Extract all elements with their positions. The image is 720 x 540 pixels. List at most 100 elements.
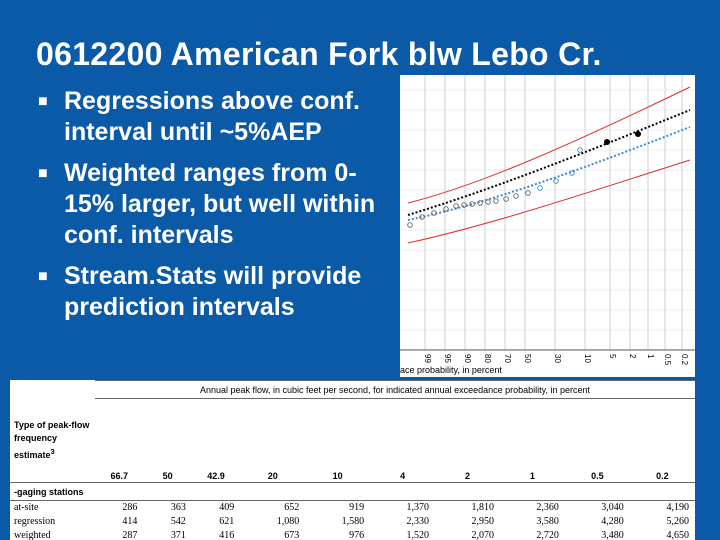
table-row: weighted 287 371 416 673 976 1,520 2,070…	[10, 529, 695, 540]
table-cell: 414	[122, 516, 138, 527]
prob-header: 4	[400, 471, 406, 481]
table-cell: 286	[122, 502, 138, 514]
x-tick-label: 30	[553, 354, 562, 363]
table-row: at-site 286 363 409 652 919 1,370 1,810 …	[10, 501, 695, 515]
x-tick-label: 2	[628, 354, 637, 359]
historic-point	[604, 139, 610, 145]
prob-header: 50	[162, 471, 173, 481]
bullet-text: Stream.Stats will provide prediction int…	[64, 262, 362, 321]
observed-point	[485, 199, 491, 205]
prob-header: 10	[332, 471, 343, 481]
table-cell: 673	[284, 530, 300, 540]
observed-point	[469, 201, 475, 207]
row-label: regression	[14, 516, 56, 527]
prob-header: 66.7	[110, 471, 128, 481]
x-tick-label: 5	[608, 354, 617, 359]
square-bullet-icon: ■	[38, 93, 48, 110]
table-cell: 621	[219, 516, 235, 527]
x-tick-label: 90	[463, 354, 472, 363]
table-cell: 2,720	[536, 530, 559, 540]
table-cell: 2,950	[471, 516, 494, 527]
prob-header: 2	[464, 471, 470, 481]
frequency-chart-svg: 99 95 90 80 70 50 30 10 5 2 1 0.5 0.2 ace probabilit…	[400, 75, 695, 375]
prob-header: 20	[267, 471, 278, 481]
x-tick-label: 95	[443, 354, 452, 363]
frequency-chart: 99 95 90 80 70 50 30 10 5 2 1 0.5 0.2 ace probabilit…	[400, 75, 695, 377]
bullet-list: ■ Regressions above conf. interval until …	[38, 86, 398, 333]
table-cell: 363	[170, 502, 186, 514]
observed-point	[577, 147, 583, 153]
regression-line	[407, 109, 691, 216]
table-cell: 5,260	[666, 516, 690, 527]
x-tick-label: 1	[646, 354, 655, 359]
table-cell: 2,330	[406, 516, 430, 527]
row-label: weighted	[14, 530, 51, 540]
table-cell: 3,040	[601, 502, 624, 514]
table-cell: 1,810	[471, 502, 494, 514]
table-row: regression 414 542 621 1,080 1,580 2,330…	[10, 515, 695, 529]
prob-header: 0.2	[656, 471, 669, 481]
table-cell: 4,280	[601, 516, 624, 527]
row-label: at-site	[14, 502, 39, 514]
bullet-item: ■ Weighted ranges from 0-15% larger, but …	[38, 158, 398, 251]
observed-point	[407, 222, 413, 228]
prob-header: 0.5	[591, 471, 604, 481]
square-bullet-icon: ■	[38, 268, 48, 285]
table-cell: 652	[284, 502, 300, 514]
section-label: -gaging stations	[10, 482, 695, 501]
observed-point	[443, 206, 449, 212]
type-footnote: 3	[50, 446, 55, 456]
x-tick-label: 0.2	[680, 354, 689, 366]
prob-header: 42.9	[207, 471, 225, 481]
upper-confidence-line	[407, 86, 691, 204]
table-cell: 3,480	[601, 530, 624, 540]
x-axis-label: ace probability, in percent	[400, 365, 502, 375]
observed-point	[493, 198, 499, 204]
table-cell: 976	[349, 530, 365, 540]
table-cell: 371	[170, 530, 186, 540]
historic-point	[635, 131, 641, 137]
table-cell: 1,370	[406, 502, 430, 514]
x-tick-label: 0.5	[663, 354, 672, 366]
weighted-line	[407, 126, 691, 221]
table-cell: 3,580	[536, 516, 559, 527]
table-caption: Annual peak flow, in cubic feet per seco…	[95, 380, 695, 399]
table-cell: 1,080	[276, 516, 300, 527]
table-cell: 2,360	[536, 502, 559, 514]
bullet-item: ■ Stream.Stats will provide prediction in…	[38, 261, 398, 323]
table-cell: 2,070	[471, 530, 494, 540]
observed-point	[537, 185, 543, 191]
table-cell: 287	[122, 530, 138, 540]
observed-point	[453, 203, 459, 209]
observed-point	[553, 178, 559, 184]
table-cell: 4,650	[666, 530, 690, 540]
observed-point	[431, 210, 437, 216]
observed-point	[477, 200, 483, 206]
bullet-text: Weighted ranges from 0-15% larger, but w…	[64, 159, 376, 249]
lower-confidence-line	[407, 159, 691, 244]
table-cell: 409	[219, 502, 235, 514]
observed-point	[461, 202, 467, 208]
table-cell: 416	[219, 530, 235, 540]
observed-point	[569, 170, 575, 176]
observed-point	[503, 196, 509, 202]
x-tick-label: 99	[423, 354, 432, 363]
slide-title: 0612200 American Fork blw Lebo Cr.	[36, 36, 602, 72]
table-cell: 919	[349, 502, 365, 514]
bullet-item: ■ Regressions above conf. interval until …	[38, 86, 398, 148]
observed-point	[513, 193, 519, 199]
type-header-text: Type of peak-flow frequency estimate	[14, 419, 90, 460]
table-cell: 1,580	[341, 516, 365, 527]
x-tick-label: 70	[503, 354, 512, 363]
type-header: Type of peak-flow frequency estimate3	[10, 399, 95, 483]
x-tick-label: 10	[583, 354, 592, 363]
table-cell: 542	[170, 516, 186, 527]
x-tick-label: 50	[523, 354, 532, 363]
bullet-text: Regressions above conf. interval until ~…	[64, 87, 360, 146]
observed-point	[525, 190, 531, 196]
square-bullet-icon: ■	[38, 165, 48, 182]
observed-point	[419, 214, 425, 220]
peak-flow-table: Annual peak flow, in cubic feet per seco…	[10, 380, 695, 540]
x-tick-label: 80	[483, 354, 492, 363]
table-cell: 1,520	[406, 530, 430, 540]
